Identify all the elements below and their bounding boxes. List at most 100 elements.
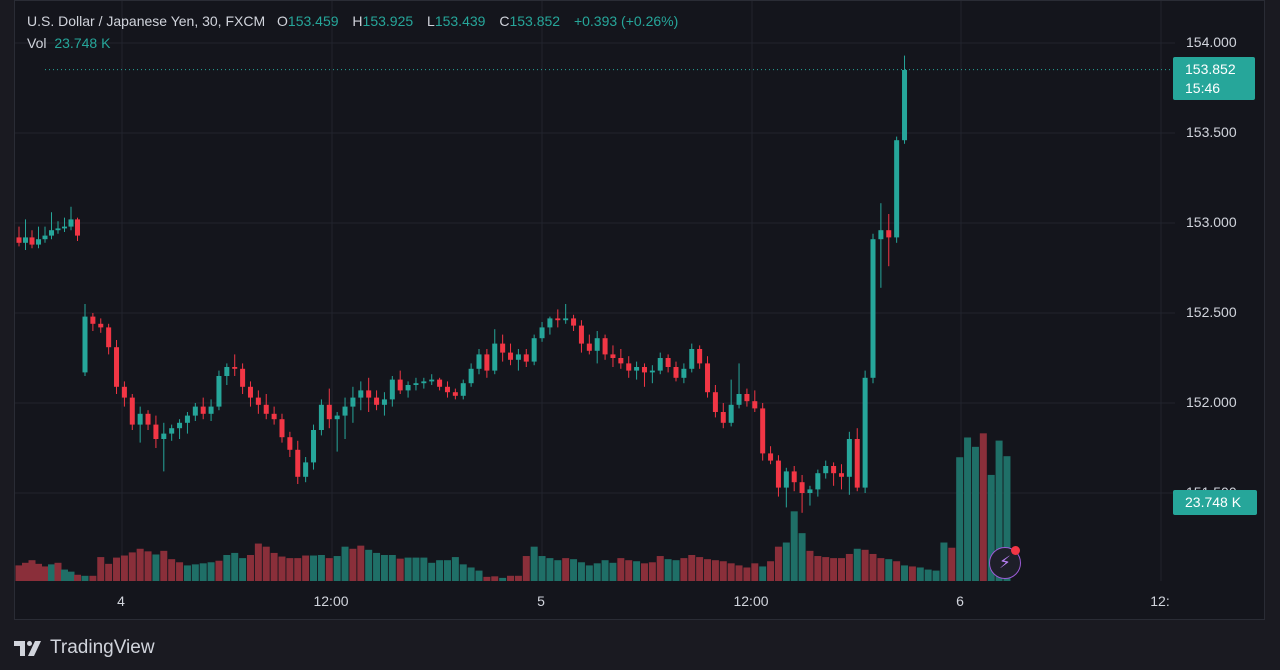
volume-bar — [373, 552, 381, 581]
open-value: 153.459 — [287, 13, 339, 29]
volume-bar — [97, 557, 105, 581]
candle-body — [744, 394, 750, 402]
volume-bar — [183, 565, 191, 581]
candle-body — [326, 404, 332, 420]
volume-bar — [924, 569, 932, 581]
volume-bar — [270, 552, 278, 581]
candle-body — [476, 354, 482, 369]
volume-bar — [451, 557, 459, 581]
candle-body — [775, 460, 781, 488]
candle-body — [641, 367, 647, 373]
chart-panel[interactable] — [14, 0, 1265, 620]
volume-bar — [877, 558, 885, 581]
price-tick-label: 154.000 — [1186, 34, 1237, 50]
chart-legend: U.S. Dollar / Japanese Yen, 30, FXCM O15… — [27, 10, 688, 54]
price-tick-label: 152.000 — [1186, 394, 1237, 410]
candle-body — [405, 385, 411, 391]
candle-body — [823, 466, 829, 474]
volume-bar — [349, 548, 357, 581]
volume-bar — [570, 559, 578, 581]
candle-body — [366, 390, 372, 398]
volume-bar — [956, 457, 964, 581]
volume-bar — [916, 567, 924, 581]
volume-bar — [711, 560, 719, 581]
volume-bar — [688, 555, 696, 581]
volume-bar — [333, 556, 341, 581]
candle-body — [129, 397, 135, 425]
low-label: L — [427, 13, 435, 29]
volume-bar — [782, 542, 790, 581]
volume-bar — [467, 567, 475, 581]
candle-body — [68, 219, 74, 227]
candle-body — [831, 466, 837, 474]
volume-bar — [176, 562, 184, 581]
candle-body — [547, 318, 553, 328]
last-price-value: 153.852 — [1185, 61, 1236, 77]
volume-bar — [837, 558, 845, 581]
volume-bar — [199, 563, 207, 581]
volume-bar — [28, 560, 36, 581]
candle-body — [429, 379, 435, 382]
volume-bar — [475, 570, 483, 581]
volume-bar — [640, 563, 648, 581]
volume-bar — [286, 558, 294, 581]
candle-body — [468, 368, 474, 384]
volume-bar — [278, 556, 286, 581]
candle-body — [878, 230, 884, 240]
candle-body — [287, 437, 293, 450]
candle-body — [673, 367, 679, 378]
volume-bar — [546, 558, 554, 581]
volume-bar — [81, 575, 89, 581]
time-tick-label: 4 — [117, 593, 125, 609]
volume-bars — [15, 433, 1011, 581]
candle-body — [799, 482, 805, 493]
volume-bar — [672, 560, 680, 581]
price-chart[interactable] — [15, 1, 1266, 621]
volume-bar — [341, 546, 349, 581]
time-tick-label: 12:00 — [313, 593, 349, 609]
candle-body — [894, 140, 900, 238]
volume-bar — [908, 566, 916, 581]
volume-bar — [830, 558, 838, 581]
candle-body — [374, 397, 380, 405]
volume-bar — [743, 567, 751, 581]
volume-bar — [380, 555, 388, 581]
candle-body — [29, 237, 35, 245]
volume-bar — [893, 561, 901, 581]
candle-body — [783, 471, 789, 488]
candle-body — [106, 327, 112, 348]
volume-bar — [105, 563, 113, 581]
candle-body — [36, 239, 41, 245]
candle-body — [854, 439, 860, 488]
tradingview-logo[interactable]: TradingView — [14, 635, 155, 661]
candle-body — [752, 401, 758, 409]
low-value: 153.439 — [434, 13, 486, 29]
candle-body — [271, 413, 277, 420]
candle-body — [508, 352, 514, 360]
volume-bar — [223, 555, 231, 581]
volume-bar — [420, 557, 428, 581]
candle-body — [208, 406, 214, 414]
candle-body — [649, 370, 655, 373]
candle-body — [247, 386, 253, 398]
volume-bar — [507, 575, 515, 581]
candle-body — [342, 406, 348, 416]
candle-body — [263, 404, 269, 414]
volume-bar — [436, 560, 444, 581]
volume-bar — [759, 566, 767, 581]
candle-body — [665, 358, 671, 367]
volume-bar — [239, 558, 247, 581]
candle-body — [531, 338, 537, 362]
volume-bar — [325, 558, 333, 581]
close-label: C — [499, 13, 510, 29]
volume-bar — [67, 571, 75, 581]
volume-bar — [774, 546, 782, 581]
volume-bar — [696, 557, 704, 581]
candle-body — [55, 228, 61, 231]
volume-bar — [120, 555, 128, 581]
volume-bar — [822, 557, 830, 581]
tradingview-logo-icon — [14, 638, 44, 658]
volume-bar — [357, 545, 365, 581]
candle-body — [23, 237, 28, 243]
candle-body — [578, 325, 584, 344]
